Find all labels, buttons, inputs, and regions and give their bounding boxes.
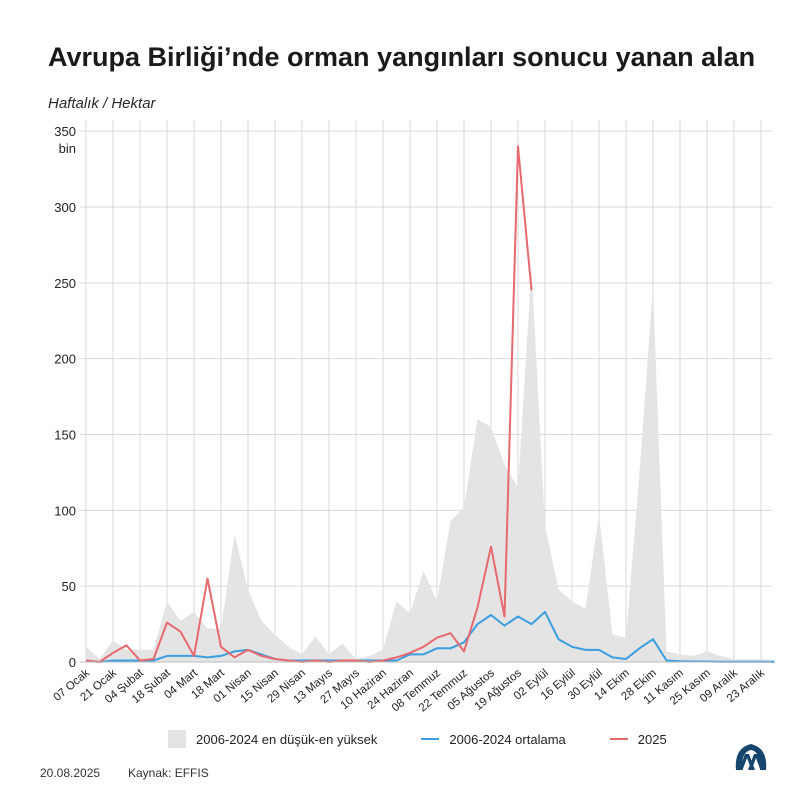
legend-label-avg: 2006-2024 ortalama (449, 731, 566, 747)
y-tick-label: 0 (69, 655, 76, 670)
aa-logo-icon (735, 744, 767, 770)
y-tick-label: 300 (54, 200, 76, 215)
y-tick-label: 50 (62, 579, 76, 594)
range-area (86, 267, 775, 662)
footer-source: Kaynak: EFFIS (128, 766, 209, 780)
legend-item-avg: 2006-2024 ortalama (421, 731, 566, 747)
legend-label-range: 2006-2024 en düşük-en yüksek (196, 731, 378, 747)
y-tick-label: 200 (54, 352, 76, 367)
y-axis: 0 50 100 150 200 250 300 350 (54, 124, 76, 670)
y-tick-label: 250 (54, 276, 76, 291)
legend-item-range: 2006-2024 en düşük-en yüksek (168, 730, 377, 748)
legend: 2006-2024 en düşük-en yüksek 2006-2024 o… (168, 730, 711, 748)
current-line (85, 145, 533, 663)
y-tick-label: 100 (54, 503, 76, 518)
y-tick-label: 350 (54, 124, 76, 139)
avg-line (85, 610, 775, 663)
y-unit-label: bin (59, 141, 76, 156)
legend-swatch-current (609, 738, 628, 740)
chart-title: Avrupa Birliği’nde orman yangınları sonu… (48, 42, 756, 72)
footer-date: 20.08.2025 (40, 766, 101, 780)
chart-subtitle: Haftalık / Hektar (48, 95, 156, 112)
legend-label-current: 2025 (637, 731, 667, 747)
legend-item-current: 2025 (609, 731, 667, 747)
legend-swatch-avg (421, 738, 440, 740)
legend-swatch-range (168, 730, 186, 748)
y-tick-label: 150 (54, 427, 76, 442)
